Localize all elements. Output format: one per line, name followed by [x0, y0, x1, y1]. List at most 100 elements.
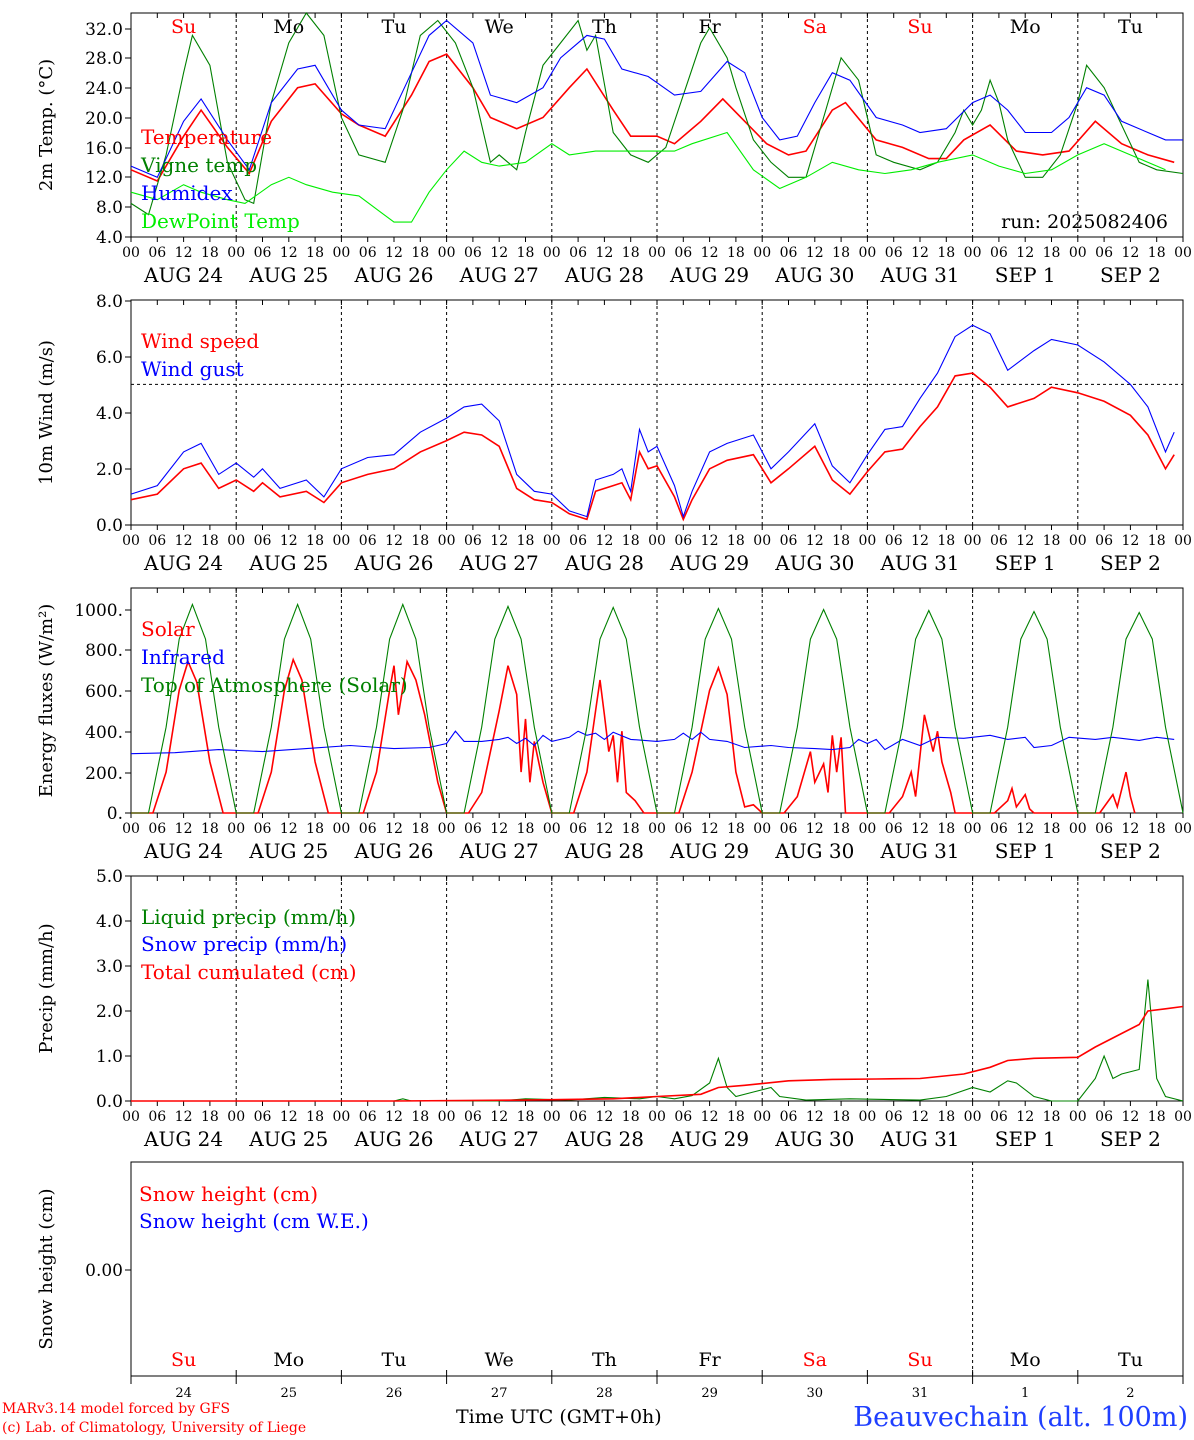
model-credit: MARv3.14 model forced by GFS — [2, 1401, 231, 1417]
hour-tick-label: 00 — [1069, 821, 1087, 837]
hour-tick-label: 06 — [464, 1109, 482, 1125]
date-label: AUG 24 — [143, 263, 223, 287]
day-number: 30 — [807, 1386, 824, 1401]
hour-tick-label: 06 — [780, 245, 798, 261]
weekday-label-bottom: Mo — [273, 1349, 304, 1371]
hour-tick-label: 12 — [1016, 1109, 1034, 1125]
hour-tick-label: 06 — [569, 1109, 587, 1125]
y-tick-label: 4.0 — [96, 912, 123, 932]
y-tick-label: 24.0 — [85, 79, 123, 99]
hour-tick-label: 06 — [359, 533, 377, 549]
date-label: AUG 26 — [353, 839, 433, 863]
weekday-label-bottom: Su — [171, 1349, 196, 1371]
date-label: AUG 27 — [459, 839, 539, 863]
hour-tick-label: 00 — [753, 245, 771, 261]
y-tick-label: 800. — [85, 641, 123, 661]
date-label: AUG 26 — [353, 1127, 433, 1151]
hour-tick-label: 00 — [227, 533, 245, 549]
y-tick-label: 200. — [85, 764, 123, 784]
hour-tick-label: 06 — [990, 533, 1008, 549]
legend-entry: Vigne temp — [140, 153, 257, 177]
date-label: AUG 25 — [248, 839, 328, 863]
hour-tick-label: 00 — [227, 245, 245, 261]
hour-tick-label: 12 — [595, 1109, 613, 1125]
hour-tick-label: 00 — [648, 821, 666, 837]
date-label: AUG 24 — [143, 1127, 223, 1151]
hour-tick-label: 12 — [490, 821, 508, 837]
series-top-of-atmosphere-solar- — [131, 602, 1184, 814]
hour-tick-label: 12 — [385, 1109, 403, 1125]
hour-tick-label: 18 — [411, 1109, 429, 1125]
hour-tick-label: 12 — [175, 821, 193, 837]
hour-tick-label: 00 — [122, 533, 140, 549]
day-number: 27 — [491, 1386, 508, 1401]
weekday-label: Mo — [1010, 16, 1041, 38]
y-tick-label: 0.0 — [96, 1092, 123, 1112]
series-dewpoint-temp — [130, 131, 1166, 223]
hour-tick-label: 18 — [1043, 245, 1061, 261]
weekday-label: Su — [907, 16, 932, 38]
date-label: AUG 30 — [774, 1127, 854, 1151]
hour-tick-label: 18 — [937, 821, 955, 837]
weekday-label: Su — [171, 16, 196, 38]
hour-tick-label: 06 — [359, 245, 377, 261]
hour-tick-label: 18 — [622, 821, 640, 837]
hour-tick-label: 18 — [832, 1109, 850, 1125]
hour-tick-label: 12 — [701, 821, 719, 837]
y-tick-label: 4.0 — [96, 228, 123, 248]
y-axis-label: Snow height (cm) — [36, 1188, 57, 1349]
date-label: SEP 1 — [995, 263, 1056, 287]
date-label: AUG 31 — [879, 263, 959, 287]
date-label: AUG 29 — [669, 1127, 749, 1151]
date-label: AUG 24 — [143, 551, 223, 575]
station-label: Beauvechain (alt. 100m) — [853, 1402, 1188, 1433]
hour-tick-label: 12 — [385, 821, 403, 837]
hour-tick-label: 06 — [674, 821, 692, 837]
hour-tick-label: 18 — [727, 1109, 745, 1125]
hour-tick-label: 06 — [359, 821, 377, 837]
hour-tick-label: 06 — [148, 821, 166, 837]
hour-tick-label: 12 — [701, 1109, 719, 1125]
y-axis-label: Precip (mm/h) — [36, 923, 57, 1053]
hour-tick-label: 18 — [832, 821, 850, 837]
y-tick-label: 0.0 — [96, 516, 123, 536]
hour-tick-label: 06 — [464, 533, 482, 549]
hour-tick-label: 06 — [990, 245, 1008, 261]
hour-tick-label: 00 — [648, 1109, 666, 1125]
series-wind-gust — [130, 324, 1175, 519]
date-label: AUG 29 — [669, 263, 749, 287]
hour-tick-label: 06 — [885, 1109, 903, 1125]
weekday-label: We — [485, 16, 514, 38]
y-tick-label: 32.0 — [85, 20, 123, 40]
date-label: AUG 31 — [879, 551, 959, 575]
hour-tick-label: 12 — [280, 533, 298, 549]
hour-tick-label: 00 — [332, 533, 350, 549]
hour-tick-label: 06 — [1095, 245, 1113, 261]
hour-tick-label: 12 — [806, 1109, 824, 1125]
hour-tick-label: 18 — [411, 533, 429, 549]
hour-tick-label: 00 — [964, 533, 982, 549]
hour-tick-label: 06 — [1095, 533, 1113, 549]
hour-tick-label: 00 — [227, 821, 245, 837]
date-label: AUG 24 — [143, 839, 223, 863]
hour-tick-label: 00 — [964, 245, 982, 261]
hour-tick-label: 18 — [727, 245, 745, 261]
hour-tick-label: 18 — [937, 1109, 955, 1125]
panel-frame-1 — [130, 299, 1184, 526]
hour-tick-label: 12 — [911, 1109, 929, 1125]
hour-tick-label: 06 — [674, 1109, 692, 1125]
hour-tick-label: 00 — [1069, 245, 1087, 261]
y-tick-label: 8.0 — [96, 198, 123, 218]
panel-frame-0 — [130, 12, 1184, 238]
y-tick-label: 600. — [85, 682, 123, 702]
hour-tick-label: 12 — [175, 1109, 193, 1125]
hour-tick-label: 12 — [175, 245, 193, 261]
hour-tick-label: 18 — [1148, 821, 1166, 837]
date-label: AUG 28 — [564, 839, 644, 863]
hour-tick-label: 18 — [201, 245, 219, 261]
weekday-label: Tu — [382, 16, 407, 38]
weekday-label-bottom: We — [485, 1349, 514, 1371]
hour-tick-label: 00 — [753, 533, 771, 549]
hour-tick-label: 18 — [622, 533, 640, 549]
